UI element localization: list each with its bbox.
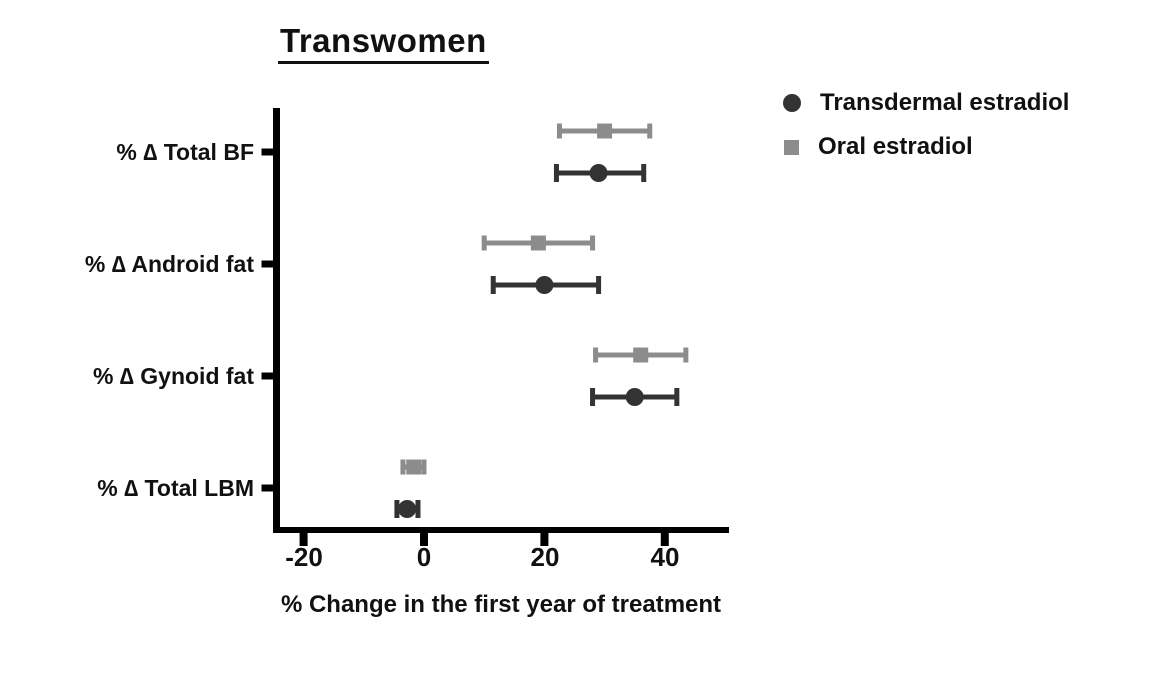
legend-label-oral: Oral estradiol — [818, 133, 973, 160]
data-point-square — [530, 235, 546, 251]
xtick-label-0: 0 — [416, 542, 432, 572]
legend-item-oral: Oral estradiol — [783, 132, 1069, 162]
data-point-circle — [625, 388, 644, 406]
data-point-circle — [589, 164, 608, 182]
chart-title: Transwomen — [278, 22, 489, 64]
x-axis-title: % Change in the first year of treatment — [280, 591, 722, 618]
data-point-square — [633, 347, 649, 363]
category-label-total-lbm: % ∆ Total LBM — [97, 475, 254, 501]
xtick-label-40: 40 — [650, 542, 680, 572]
xtick-label-neg20: -20 — [285, 542, 323, 572]
xtick-label-20: 20 — [530, 542, 560, 572]
legend: Transdermal estradiol Oral estradiol — [783, 88, 1069, 176]
category-label-android-fat: % ∆ Android fat — [84, 251, 254, 277]
data-point-circle — [535, 276, 554, 294]
category-label-total-bf: % ∆ Total BF — [116, 139, 254, 165]
legend-label-transdermal: Transdermal estradiol — [820, 89, 1070, 116]
data-point-square — [406, 459, 422, 475]
legend-item-transdermal: Transdermal estradiol — [783, 88, 1069, 118]
square-marker-icon — [784, 139, 799, 155]
category-label-gynoid-fat: % ∆ Gynoid fat — [92, 363, 254, 389]
data-point-square — [597, 123, 613, 139]
data-point-circle — [398, 500, 417, 518]
circle-marker-icon — [783, 94, 801, 112]
